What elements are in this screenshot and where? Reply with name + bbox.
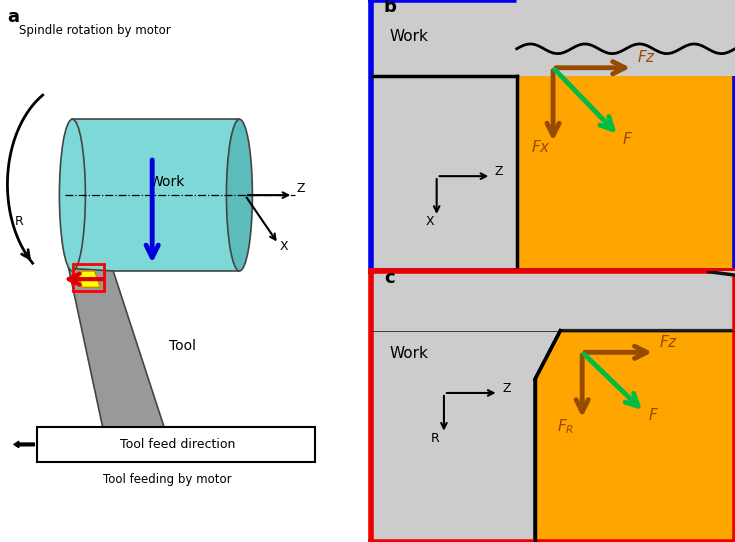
Text: R: R (15, 215, 24, 228)
FancyBboxPatch shape (37, 427, 315, 462)
Text: $F$: $F$ (648, 407, 659, 423)
Polygon shape (584, 206, 735, 276)
Text: a: a (7, 8, 19, 26)
Text: Work: Work (390, 29, 429, 44)
Text: c: c (384, 269, 395, 287)
Text: $F_R$: $F_R$ (556, 417, 574, 436)
Polygon shape (535, 331, 735, 542)
Polygon shape (72, 119, 240, 271)
Ellipse shape (60, 119, 85, 271)
Text: $F$: $F$ (623, 131, 633, 147)
Text: Z: Z (495, 165, 503, 178)
Polygon shape (78, 271, 100, 287)
Text: Z: Z (296, 183, 305, 196)
Text: Spindle rotation by motor: Spindle rotation by motor (18, 24, 171, 37)
Bar (517, 49, 735, 271)
Text: X: X (426, 215, 434, 228)
Text: Work: Work (149, 175, 184, 189)
Text: Tool feeding by motor: Tool feeding by motor (103, 473, 232, 486)
Text: Tool feed direction: Tool feed direction (121, 438, 236, 451)
Text: $Fx$: $Fx$ (531, 139, 551, 155)
Text: b: b (384, 0, 397, 16)
Text: $Fz$: $Fz$ (659, 334, 678, 350)
Polygon shape (68, 268, 169, 442)
Bar (517, 0, 735, 76)
Text: R: R (431, 432, 440, 445)
Ellipse shape (226, 119, 252, 271)
Text: $Fz$: $Fz$ (637, 49, 656, 66)
Text: Work: Work (390, 346, 429, 361)
Text: Z: Z (502, 382, 511, 395)
Bar (73, 264, 104, 291)
Text: Tool: Tool (169, 339, 196, 353)
Text: X: X (279, 241, 288, 254)
